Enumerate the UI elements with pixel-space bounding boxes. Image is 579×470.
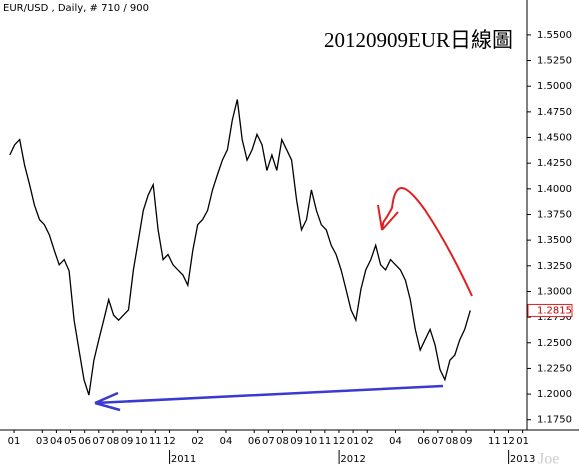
x-tick-label: 09 — [121, 436, 134, 447]
x-tick-label: 11 — [488, 436, 501, 447]
x-tick-label: 06 — [248, 436, 261, 447]
x-tick-label: 06 — [78, 436, 91, 447]
x-tick-label: 08 — [107, 436, 120, 447]
x-tick-label: 09 — [290, 436, 303, 447]
x-tick-label: 01 — [8, 436, 21, 447]
y-tick-label: 1.5500 — [537, 30, 572, 41]
year-label: 2012 — [340, 454, 365, 465]
y-tick-label: 1.5000 — [537, 81, 572, 92]
x-tick-label: 02 — [191, 436, 204, 447]
x-tick-label: 01 — [516, 436, 529, 447]
x-tick-label: 10 — [304, 436, 317, 447]
y-tick-label: 1.1750 — [537, 415, 572, 426]
x-tick-label: 05 — [64, 436, 77, 447]
y-tick-label: 1.2250 — [537, 363, 572, 374]
y-tick-label: 1.3750 — [537, 209, 572, 220]
chart-subtitle: 20120909EUR日線圖 — [324, 28, 513, 52]
y-tick-label: 1.2500 — [537, 338, 572, 349]
x-tick-label: 03 — [36, 436, 49, 447]
x-tick-label: 12 — [333, 436, 346, 447]
x-tick-label: 07 — [431, 436, 444, 447]
x-tick-label: 10 — [135, 436, 148, 447]
x-tick-label: 11 — [149, 436, 162, 447]
x-tick-label: 07 — [262, 436, 275, 447]
y-tick-label: 1.2750 — [537, 312, 572, 323]
x-tick-label: 01 — [347, 436, 360, 447]
year-label: 2013 — [510, 454, 535, 465]
x-tick-label: 06 — [417, 436, 430, 447]
price-line — [9, 99, 471, 396]
watermark: Joe — [538, 451, 559, 468]
red-arrow-annotation — [377, 187, 473, 297]
x-tick-label: 04 — [50, 436, 63, 447]
y-tick-label: 1.4250 — [537, 158, 572, 169]
y-tick-label: 1.2000 — [537, 389, 572, 400]
x-tick-label: 04 — [389, 436, 402, 447]
x-tick-label: 08 — [276, 436, 289, 447]
x-tick-label: 02 — [361, 436, 374, 447]
current-price-label: 1.2815 — [537, 305, 572, 316]
y-tick-label: 1.4500 — [537, 133, 572, 144]
x-tick-label: 08 — [446, 436, 459, 447]
x-tick-label: 07 — [92, 436, 105, 447]
x-tick-label: 04 — [220, 436, 233, 447]
x-tick-label: 12 — [502, 436, 515, 447]
x-tick-label: 11 — [318, 436, 331, 447]
x-tick-label: 09 — [460, 436, 473, 447]
y-tick-label: 1.4000 — [537, 184, 572, 195]
current-price-box — [527, 303, 573, 317]
chart-title: EUR/USD , Daily, # 710 / 900 — [3, 3, 149, 14]
y-tick-label: 1.3000 — [537, 286, 572, 297]
y-tick-label: 1.5250 — [537, 56, 572, 67]
y-tick-label: 1.3500 — [537, 235, 572, 246]
y-tick-label: 1.3250 — [537, 261, 572, 272]
year-label: 2011 — [171, 454, 196, 465]
x-tick-label: 12 — [163, 436, 176, 447]
y-tick-label: 1.4750 — [537, 107, 572, 118]
blue-arrow-annotation — [94, 384, 444, 412]
